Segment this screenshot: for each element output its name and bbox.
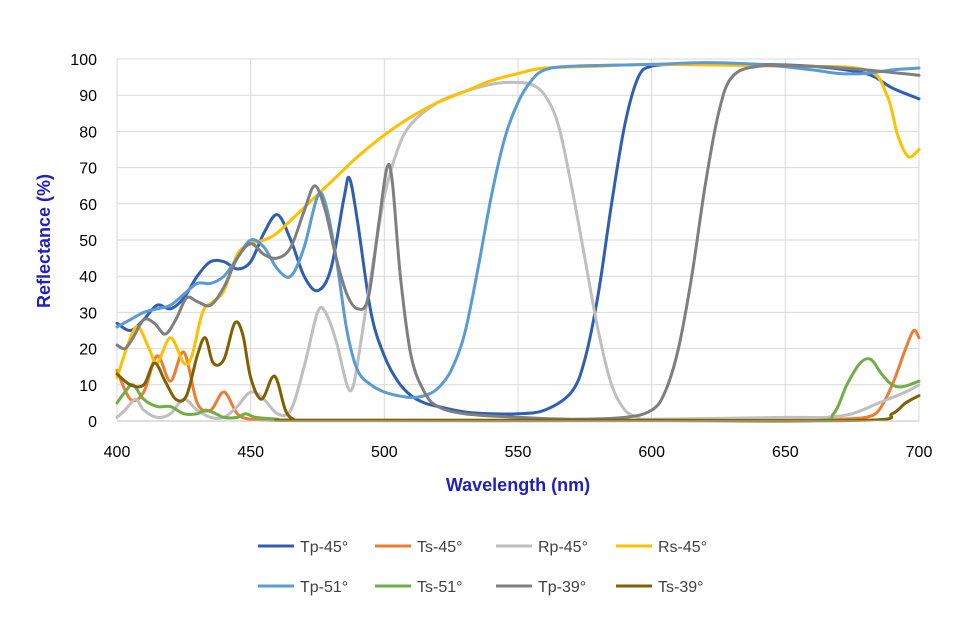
x-axis-title: Wavelength (nm) bbox=[446, 475, 590, 495]
series-line-ts-51 bbox=[115, 357, 921, 423]
y-tick-label: 20 bbox=[79, 342, 97, 359]
y-tick-label: 60 bbox=[79, 197, 97, 214]
legend-label-tp-45: Tp-45° bbox=[300, 539, 348, 556]
x-tick-label: 550 bbox=[505, 444, 532, 461]
x-tick-label: 500 bbox=[371, 444, 398, 461]
legend: Tp-45° Ts-45° Rp-45° Rs-45° Tp-51° Ts-51° Tp-3… bbox=[258, 539, 707, 596]
legend-label-rs-45: Rs-45° bbox=[658, 539, 707, 556]
x-tick-label: 650 bbox=[772, 444, 799, 461]
y-tick-label: 80 bbox=[79, 124, 97, 141]
y-tick-label: 40 bbox=[79, 269, 97, 286]
x-tick-label: 450 bbox=[237, 444, 264, 461]
y-tick-label: 0 bbox=[88, 414, 97, 431]
y-axis-title: Reflectance (%) bbox=[34, 174, 54, 308]
legend-label-ts-39: Ts-39° bbox=[658, 579, 704, 596]
y-tick-label: 90 bbox=[79, 88, 97, 105]
y-tick-label: 100 bbox=[70, 52, 97, 69]
series-line-tp-45 bbox=[115, 62, 921, 416]
legend-label-ts-51: Ts-51° bbox=[417, 579, 463, 596]
series-line-ts-39 bbox=[115, 320, 921, 423]
legend-label-tp-39: Tp-39° bbox=[538, 579, 586, 596]
x-tick-label: 400 bbox=[104, 444, 131, 461]
series-lines bbox=[115, 61, 921, 423]
grid bbox=[116, 58, 920, 422]
legend-label-ts-45: Ts-45° bbox=[417, 539, 463, 556]
series-line-tp-51 bbox=[115, 61, 921, 399]
y-tick-label: 70 bbox=[79, 161, 97, 178]
x-tick-label: 600 bbox=[638, 444, 665, 461]
series-line-tp-39 bbox=[115, 63, 921, 421]
y-tick-label: 10 bbox=[79, 378, 97, 395]
legend-label-rp-45: Rp-45° bbox=[538, 539, 588, 556]
legend-label-tp-51: Tp-51° bbox=[300, 579, 348, 596]
x-tick-label: 700 bbox=[906, 444, 933, 461]
y-tick-label: 30 bbox=[79, 305, 97, 322]
axes: 0 10 20 30 40 50 60 70 80 90 100 400 450 500 550 600 650… bbox=[70, 52, 932, 461]
y-tick-label: 50 bbox=[79, 233, 97, 250]
